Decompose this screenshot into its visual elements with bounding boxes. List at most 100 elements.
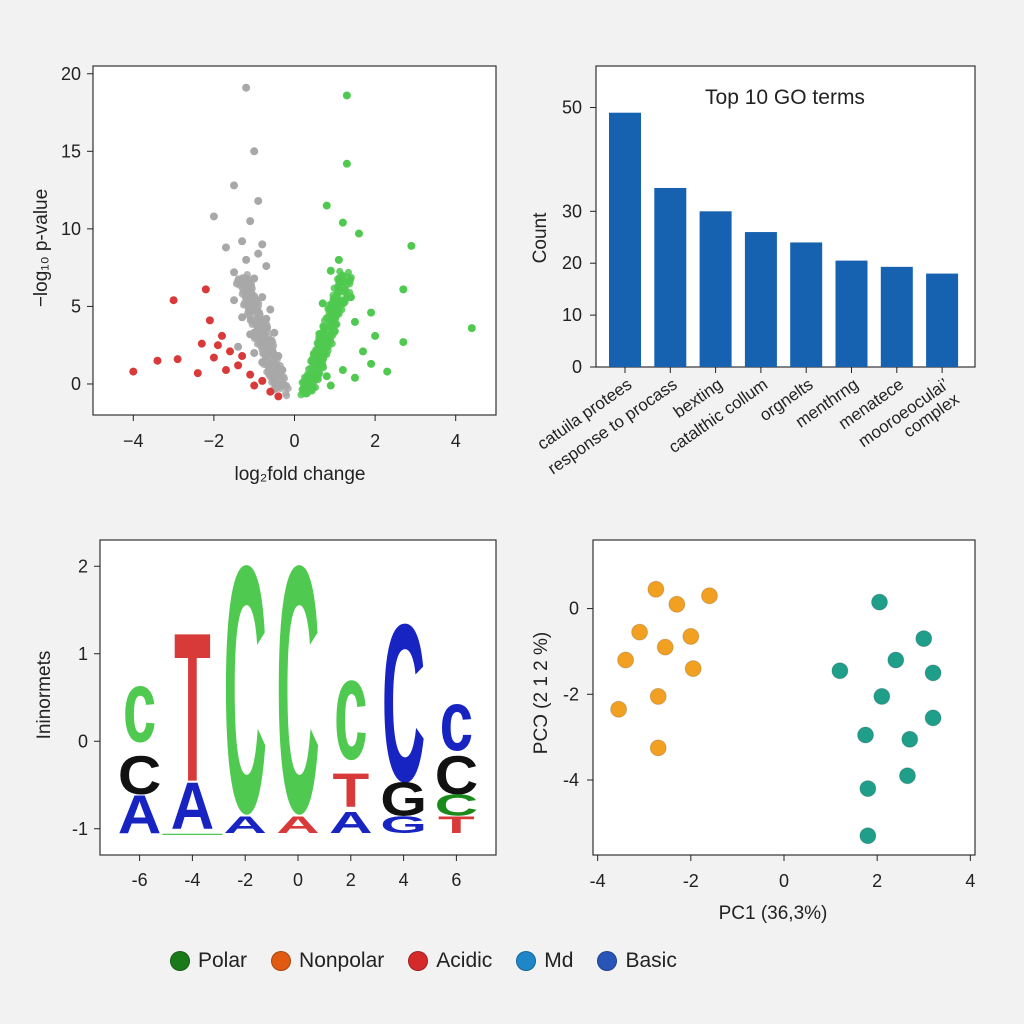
volcano-point [246,317,255,325]
volcano-point-down [193,369,202,378]
volcano-point [251,301,259,309]
volcano-point-down [217,331,226,340]
logo-letter-group: c [440,673,473,769]
volcano-point [308,385,316,393]
pca-x-tick-label: 4 [965,871,975,891]
pca-x-tick-label: -2 [683,871,699,891]
legend-label: Acidic [436,949,493,972]
volcano-point [280,373,288,381]
logo-letter: A [276,811,319,839]
volcano-point [267,348,275,357]
volcano-point-up [302,389,311,398]
pca-point-group-2 [859,827,877,845]
legend-label: Md [544,949,574,972]
pca-point-group-1 [617,651,635,669]
volcano-point-ns [238,313,247,322]
volcano-x-tick-label: −4 [123,431,144,451]
logo-x-tick-label: 4 [399,870,409,890]
logo-y-tick-label: 1 [78,644,88,664]
volcano-point-down [129,367,138,376]
logo-letter-group: A [223,811,266,839]
volcano-point-up [318,299,327,308]
logo-x-tick-label: -6 [132,870,148,890]
volcano-point-ns [266,336,275,345]
logo-letter-group: c [334,627,367,790]
volcano-point-down [250,381,259,390]
logo-letter-group: C [435,745,478,806]
volcano-point-ns [274,352,283,361]
volcano-y-axis-label: −log₁₀ p-value [31,189,52,307]
logo-x-tick-label: -2 [237,870,253,890]
pca-y-tick-label: -4 [563,770,579,790]
pca-point-group-1 [668,595,686,613]
volcano-point-ns [242,255,251,264]
volcano-point [332,293,340,301]
logo-letter: T [438,811,475,839]
logo-letter: C [435,789,478,823]
volcano-point [242,293,250,301]
legend-swatch [170,951,190,971]
volcano-point-up [407,241,416,250]
logo-letter: — [162,827,223,840]
volcano-point-up [310,355,319,364]
bar-chart-title: Top 10 GO terms [705,86,865,109]
legend-label: Basic [625,949,677,972]
volcano-point-ns [254,249,263,258]
volcano-point [304,370,312,378]
legend-item-acidic: Acidic [408,949,492,973]
logo-letter-group: — [162,827,223,840]
volcano-point-up [322,372,331,381]
logo-letter: A [171,769,214,844]
go-bar [654,187,687,367]
volcano-point [313,374,321,383]
volcano-point-ns [254,196,263,205]
volcano-point-down [169,296,178,305]
pca-x-tick-label: 2 [872,871,882,891]
volcano-x-axis-label: log₂fold change [235,464,366,485]
volcano-x-tick-label: 0 [289,431,299,451]
volcano-point-down [153,356,162,365]
volcano-point-up [371,331,380,340]
logo-letter-group: T [332,763,369,817]
volcano-point-down [234,361,243,370]
logo-letter-group: G [380,772,427,826]
volcano-x-tick-label: 2 [370,431,380,451]
logo-letter-group: T [438,811,475,839]
volcano-point-up [367,308,376,317]
pca-x-tick-label: -4 [590,871,606,891]
pca-y-tick-label: -2 [563,684,579,704]
pca-point-group-2 [859,780,877,798]
legend-label: Polar [198,949,248,972]
volcano-point-down [266,387,275,396]
logo-y-tick-label: 2 [78,556,88,576]
volcano-point-up [326,266,335,275]
volcano-point-up [350,373,359,382]
logo-letter: C [118,745,161,806]
volcano-point-up [399,338,408,347]
volcano-y-tick-label: 20 [61,64,81,84]
pca-point-group-2 [831,662,849,680]
volcano-point [339,277,348,285]
volcano-point-ns [209,212,218,221]
legend-swatch [597,951,618,971]
logo-letter-group: A [329,806,372,840]
volcano-point-up [367,359,376,368]
logo-letter: C [276,492,319,887]
volcano-y-tick-label: 10 [61,219,81,239]
volcano-point [259,349,267,358]
go-bar [744,232,777,367]
pca-x-tick-label: 0 [779,871,789,891]
pca-y-tick-label: 0 [569,599,579,619]
legend-item-polar: Polar [170,949,247,973]
volcano-point-up [326,381,335,390]
volcano-point-up [342,159,351,168]
volcano-point-ns [250,147,259,156]
volcano-plot-frame [92,65,497,416]
logo-letter: C [223,492,266,887]
legend-swatch [516,951,537,971]
bar-chart-frame [595,65,976,368]
go-bar [790,242,823,367]
logo-letter: A [223,811,266,839]
